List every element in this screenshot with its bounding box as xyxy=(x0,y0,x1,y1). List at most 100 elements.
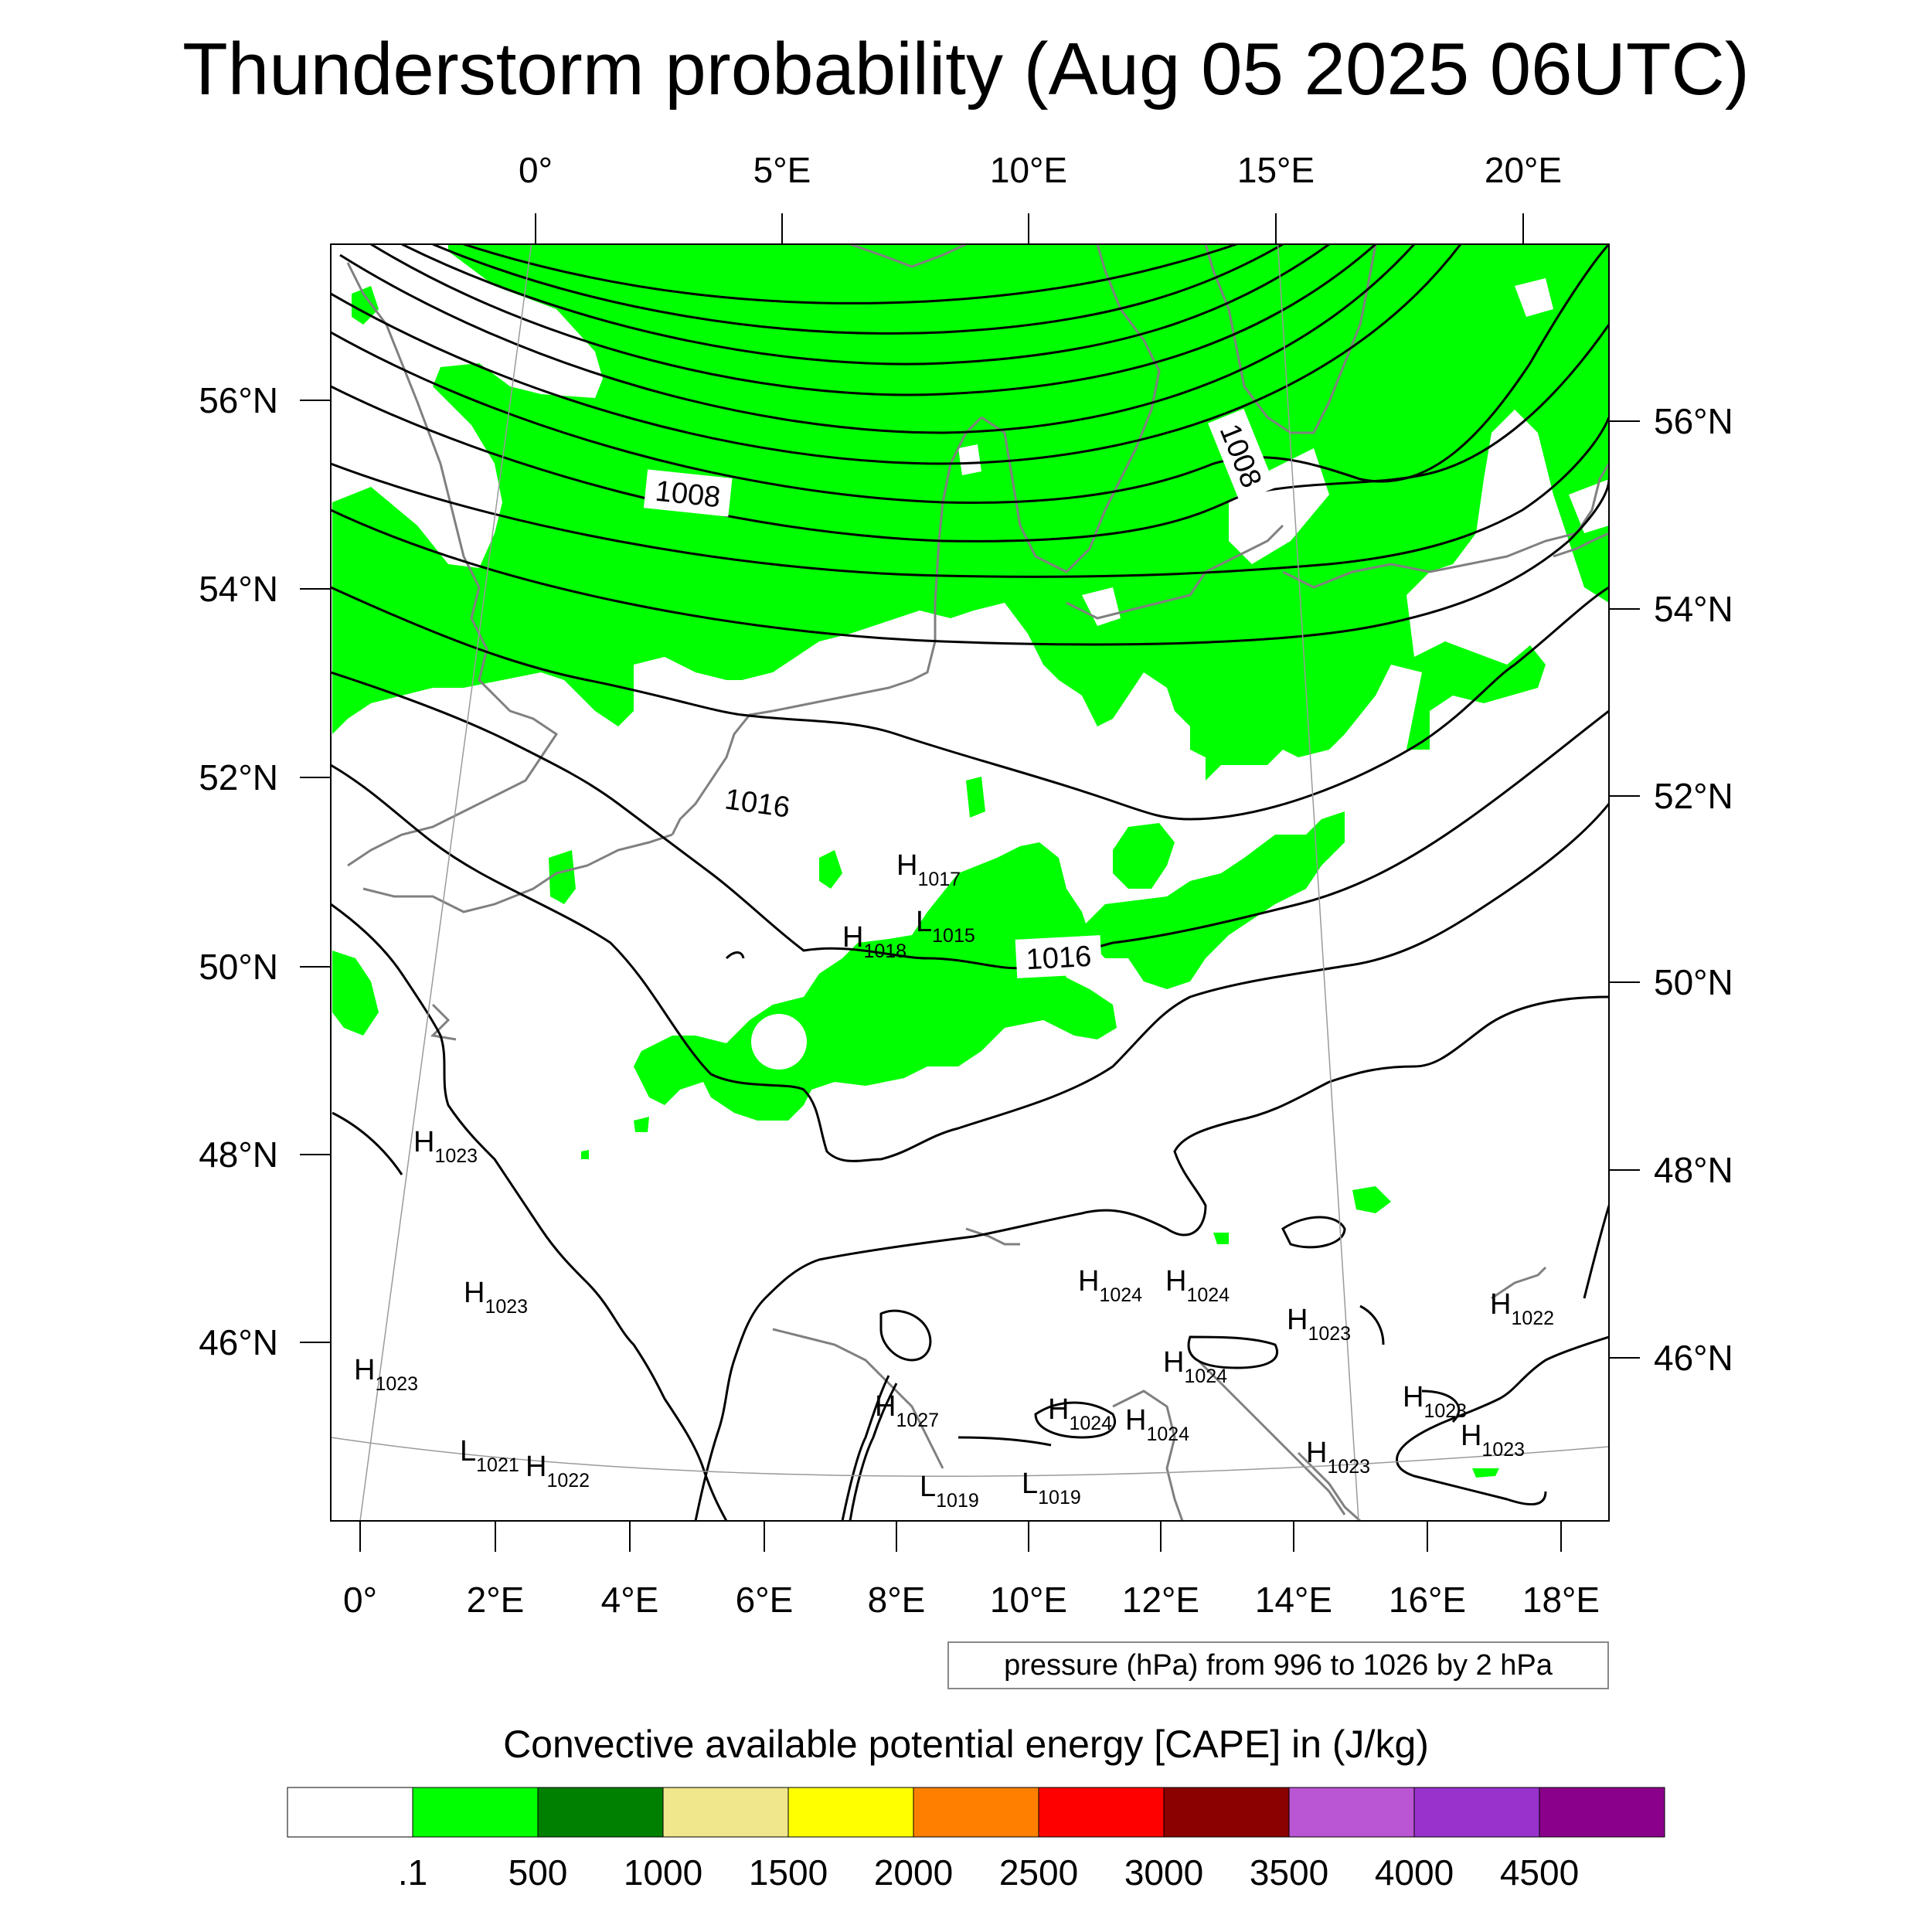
contour-label: 1016 xyxy=(713,777,803,828)
bottom-ticks xyxy=(359,1521,1562,1552)
colorbar-swatch xyxy=(1288,1787,1415,1838)
isobar-5 xyxy=(339,244,1416,434)
coastline-hungary xyxy=(1491,1266,1547,1300)
cape-area-small-6 xyxy=(1213,1233,1229,1244)
isobar-21 xyxy=(849,1383,898,1521)
isobar-27 xyxy=(1359,1304,1385,1345)
cape-area-small-5 xyxy=(1472,1468,1499,1478)
top-lon-label: 10°E xyxy=(990,150,1067,190)
colorbar-label: 4500 xyxy=(1500,1852,1579,1893)
isobar-6 xyxy=(331,244,1462,465)
contour-labels: 1008 1008 1016 1016 xyxy=(643,408,1276,978)
tick-marks xyxy=(300,213,1640,1552)
coastlines xyxy=(346,244,1609,1521)
colorbar-label: 3000 xyxy=(1124,1852,1203,1893)
isobar-12 xyxy=(331,671,1609,970)
bottom-lon-label: 6°E xyxy=(736,1580,794,1620)
isobar-11 xyxy=(331,586,1609,821)
left-lat-label: 54°N xyxy=(199,569,278,609)
top-ticks xyxy=(535,213,1524,244)
coastline-baltic-east xyxy=(1575,463,1609,534)
isobar-19 xyxy=(1187,1335,1278,1369)
cape-area-north xyxy=(332,244,1609,781)
right-lat-label: 56°N xyxy=(1654,401,1733,441)
colorbar-label: 1000 xyxy=(624,1852,702,1893)
cape-area-small-2 xyxy=(332,951,379,1036)
cape-area-east-band xyxy=(1082,811,1345,989)
meridian-15e xyxy=(1277,244,1359,1521)
isobar-10 xyxy=(331,478,1609,646)
graticule xyxy=(331,244,1609,1521)
pressure-center-label: L1021 xyxy=(460,1435,519,1476)
coastline-baltic xyxy=(1066,524,1284,620)
colorbar-label: 1500 xyxy=(749,1852,828,1893)
svg-text:1008: 1008 xyxy=(654,475,722,515)
coastline-alps-lake-1 xyxy=(965,1227,1020,1246)
top-lon-label: 20°E xyxy=(1485,150,1562,190)
cape-area-small-7 xyxy=(634,1117,649,1132)
isobar-22 xyxy=(957,1436,1052,1447)
top-lon-label: 5°E xyxy=(753,150,811,190)
right-lat-labels: 56°N 54°N 52°N 50°N 48°N 46°N xyxy=(1654,401,1733,1378)
colorbar-swatch xyxy=(1163,1787,1290,1838)
isobar-9 xyxy=(331,417,1609,578)
bottom-lon-label: 14°E xyxy=(1255,1580,1332,1620)
map-frame xyxy=(330,243,1610,1522)
isobar-20 xyxy=(841,1375,890,1521)
cape-hole-6 xyxy=(1569,479,1609,533)
coastline-channel xyxy=(362,833,673,913)
colorbar-label: 500 xyxy=(509,1852,568,1893)
isobar-7 xyxy=(331,244,1609,504)
colorbar-swatch xyxy=(1539,1787,1665,1838)
colorbar-swatch xyxy=(1038,1787,1165,1838)
cape-area-small-3 xyxy=(966,777,985,818)
isobar-3 xyxy=(401,244,1330,366)
map-title: Thunderstorm probability (Aug 05 2025 06… xyxy=(182,28,1750,111)
isobar-8 xyxy=(331,324,1609,543)
colorbar-title: Convective available potential energy [C… xyxy=(503,1723,1429,1766)
isobar-13 xyxy=(331,764,1609,1162)
isobar-28 xyxy=(725,951,745,960)
right-lat-label: 52°N xyxy=(1654,776,1733,816)
colorbar-labels: .1 500 1000 1500 2000 2500 3000 3500 4000 4500 xyxy=(398,1852,1579,1893)
cape-hole-4 xyxy=(958,444,981,475)
svg-text:1016: 1016 xyxy=(1026,940,1093,976)
parallel-45n xyxy=(331,1437,1609,1477)
isobar-1 xyxy=(463,244,1237,304)
isobar-2 xyxy=(432,244,1284,335)
coastline-france xyxy=(430,1003,457,1041)
cape-area-small-9 xyxy=(352,286,379,325)
left-lat-labels: 56°N 54°N 52°N 50°N 48°N 46°N xyxy=(199,380,278,1362)
isobar-15 xyxy=(694,995,1609,1521)
cape-hole-5 xyxy=(1082,587,1121,626)
coastline-croatia xyxy=(1297,1451,1362,1521)
contour-label: 1016 xyxy=(1015,935,1103,978)
top-lon-label: 15°E xyxy=(1237,150,1315,190)
bottom-lon-label: 10°E xyxy=(990,1580,1067,1620)
cape-area-central-west xyxy=(819,850,842,889)
colorbar-swatch xyxy=(537,1787,664,1838)
left-ticks xyxy=(300,400,331,1343)
coastline-italy-east xyxy=(1112,1389,1184,1521)
bottom-lon-label: 12°E xyxy=(1122,1580,1199,1620)
colorbar-swatch xyxy=(1413,1787,1540,1838)
left-lat-label: 50°N xyxy=(199,947,278,987)
pressure-note: pressure (hPa) from 996 to 1026 by 2 hPa xyxy=(947,1641,1609,1689)
right-lat-label: 46°N xyxy=(1654,1338,1733,1378)
cape-hole-3 xyxy=(1229,448,1329,564)
cape-area-small-10 xyxy=(1314,723,1333,748)
cape-hole-7 xyxy=(1515,278,1553,317)
colorbar-label: 4000 xyxy=(1375,1852,1454,1893)
left-lat-label: 46°N xyxy=(199,1322,278,1362)
isobar-23 xyxy=(1034,1401,1116,1439)
colorbar-swatch xyxy=(412,1787,539,1838)
cape-area-small-4 xyxy=(1352,1186,1391,1213)
colorbar-swatch xyxy=(287,1787,413,1838)
colorbar xyxy=(287,1787,1665,1838)
bottom-lon-label: 18°E xyxy=(1522,1580,1600,1620)
left-lat-label: 56°N xyxy=(199,380,278,420)
right-lat-label: 50°N xyxy=(1654,962,1733,1002)
isobar-24 xyxy=(1583,1205,1609,1299)
coastline-poland xyxy=(1282,532,1577,589)
